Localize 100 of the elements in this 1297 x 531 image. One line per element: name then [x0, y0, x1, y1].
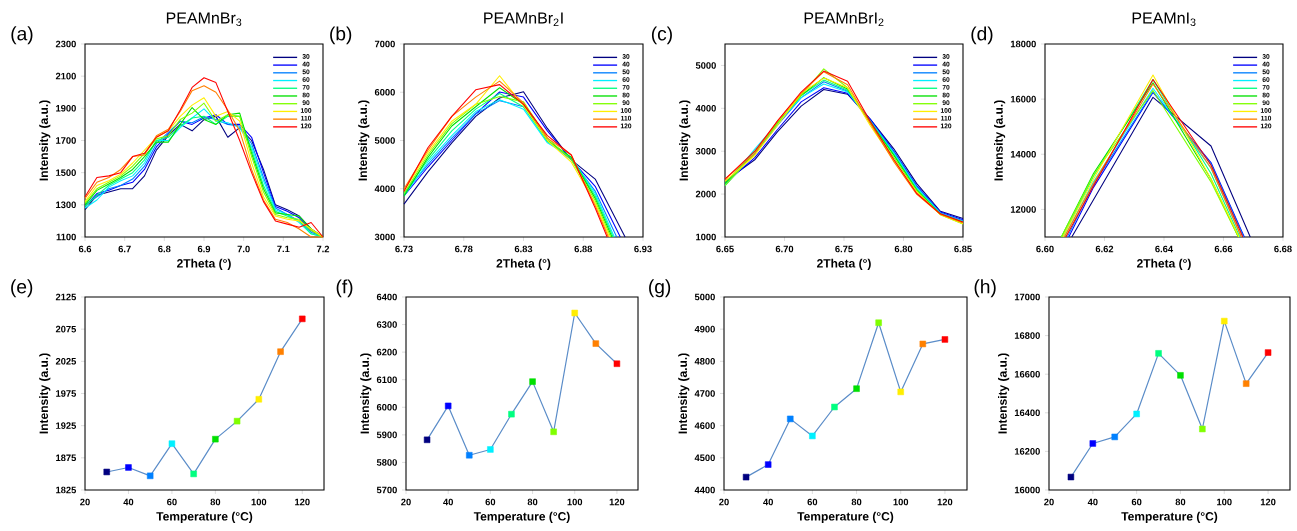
- x-tick-label: 100: [567, 498, 583, 506]
- y-tick-label: 6000: [376, 403, 397, 411]
- x-tick-label: 6.64: [1155, 245, 1174, 253]
- text: (a): [11, 26, 33, 45]
- y-axis-title: Intensity (a.u.): [358, 100, 370, 181]
- y-tick-label: 1500: [56, 169, 76, 176]
- y-axis-title: Intensity (a.u.): [997, 353, 1010, 434]
- x-tick-label: 7.1: [277, 245, 290, 253]
- x-tick-label: 6.73: [395, 245, 413, 253]
- y-tick-label: 5000: [374, 137, 395, 144]
- y-tick-label: 5000: [695, 62, 716, 69]
- y-tick-label: 3000: [374, 233, 395, 241]
- x-tick-label: 6.75: [835, 245, 853, 253]
- y-tick-label: 4600: [694, 422, 715, 429]
- text: (c): [651, 26, 672, 45]
- y-tick-label: 2100: [55, 72, 76, 80]
- y-tick-label: 2125: [55, 293, 77, 301]
- x-tick-label: 40: [123, 498, 134, 506]
- y-tick-label: 4000: [374, 185, 395, 193]
- x-tick-label: 80: [210, 498, 221, 506]
- y-tick-label: 2075: [55, 325, 77, 333]
- x-tick-label: 20: [719, 498, 729, 506]
- x-tick-label: 6.93: [634, 245, 652, 253]
- x-tick-label: 80: [527, 498, 538, 506]
- y-tick-label: 17000: [1014, 293, 1040, 301]
- y-tick-label: 4700: [694, 390, 715, 397]
- x-tick-label: 60: [807, 498, 818, 506]
- x-tick-label: 60: [1131, 498, 1142, 506]
- y-axis-title: Intensity (a.u.): [679, 100, 691, 181]
- y-tick-label: 5000: [694, 293, 715, 301]
- chart-title: PEAMnI$_{3}$: [1132, 12, 1196, 26]
- x-tick-label: 40: [763, 498, 773, 506]
- x-tick-label: 40: [1087, 498, 1098, 506]
- x-axis-title: Temperature (°C): [1121, 511, 1218, 523]
- x-tick-label: 6.6: [78, 245, 92, 253]
- x-tick-label: 6.62: [1095, 245, 1114, 253]
- y-tick-label: 6300: [376, 321, 397, 328]
- x-tick-label: 6.70: [775, 245, 794, 253]
- x-axis-title: 2Theta (°): [817, 258, 871, 270]
- y-tick-label: 1875: [56, 454, 77, 462]
- y-tick-label: 6100: [376, 376, 397, 384]
- x-tick-label: 100: [893, 498, 909, 506]
- y-tick-label: 5700: [376, 486, 397, 494]
- x-tick-label: 20: [1044, 498, 1054, 506]
- x-tick-label: 20: [80, 498, 90, 506]
- y-tick-label: 7000: [374, 40, 395, 48]
- y-tick-label: 6400: [376, 293, 397, 301]
- x-tick-label: 6.68: [1274, 245, 1292, 253]
- y-tick-label: 4900: [694, 325, 715, 333]
- x-tick-label: 6.88: [574, 245, 593, 253]
- y-tick-label: 4400: [694, 486, 715, 494]
- y-tick-label: 16200: [1014, 448, 1040, 455]
- x-tick-label: 7.0: [237, 245, 250, 253]
- x-tick-label: 60: [167, 498, 177, 506]
- x-axis-title: 2Theta (°): [496, 258, 551, 270]
- y-axis-title: Intensity (a.u.): [39, 353, 51, 434]
- x-tick-label: 100: [1217, 498, 1232, 506]
- x-tick-label: 6.66: [1214, 245, 1233, 253]
- y-tick-label: 1975: [56, 390, 77, 397]
- x-tick-label: 120: [295, 498, 310, 506]
- y-tick-label: 2000: [695, 190, 716, 198]
- x-tick-label: 60: [485, 498, 496, 506]
- x-tick-label: 6.7: [118, 245, 131, 253]
- y-tick-label: 4800: [694, 358, 715, 365]
- x-tick-label: 120: [609, 498, 625, 506]
- x-tick-label: 6.78: [455, 245, 473, 253]
- y-tick-label: 1900: [56, 105, 76, 112]
- y-tick-label: 1300: [56, 201, 76, 209]
- y-tick-label: 2300: [55, 40, 76, 48]
- y-axis-title: Intensity (a.u.): [360, 353, 372, 434]
- text: (h): [974, 279, 996, 298]
- x-tick-label: 6.60: [1036, 245, 1054, 253]
- x-tick-label: 100: [251, 498, 267, 506]
- y-tick-label: 1000: [696, 233, 716, 241]
- x-tick-label: 6.65: [716, 245, 734, 253]
- y-axis-title: Intensity (a.u.): [39, 100, 51, 181]
- y-tick-label: 6000: [374, 88, 395, 96]
- y-tick-label: 1700: [56, 137, 76, 144]
- text: (d): [971, 26, 993, 45]
- x-tick-label: 7.2: [316, 245, 330, 253]
- x-axis-title: 2Theta (°): [177, 258, 231, 270]
- x-axis-title: Temperature (°C): [473, 511, 570, 523]
- x-tick-label: 6.9: [197, 245, 211, 253]
- y-tick-label: 16000: [1010, 95, 1036, 103]
- y-tick-label: 4500: [694, 454, 715, 462]
- chart-title: PEAMnBrI$_{2}$: [804, 12, 884, 26]
- y-tick-label: 16400: [1014, 409, 1040, 417]
- y-tick-label: 5800: [376, 459, 397, 466]
- y-tick-label: 4000: [695, 105, 716, 112]
- y-axis-title: Intensity (a.u.): [993, 100, 1006, 181]
- y-tick-label: 2025: [55, 358, 77, 365]
- x-tick-label: 80: [851, 498, 862, 506]
- chart-title: PEAMnBr$_{2}$I: [484, 12, 563, 26]
- text: (b): [330, 26, 352, 45]
- y-tick-label: 16600: [1014, 370, 1040, 378]
- text: (g): [649, 279, 671, 298]
- y-tick-label: 3000: [695, 147, 716, 155]
- y-tick-label: 5900: [376, 431, 397, 439]
- x-tick-label: 40: [443, 498, 453, 506]
- y-tick-label: 6200: [376, 348, 397, 356]
